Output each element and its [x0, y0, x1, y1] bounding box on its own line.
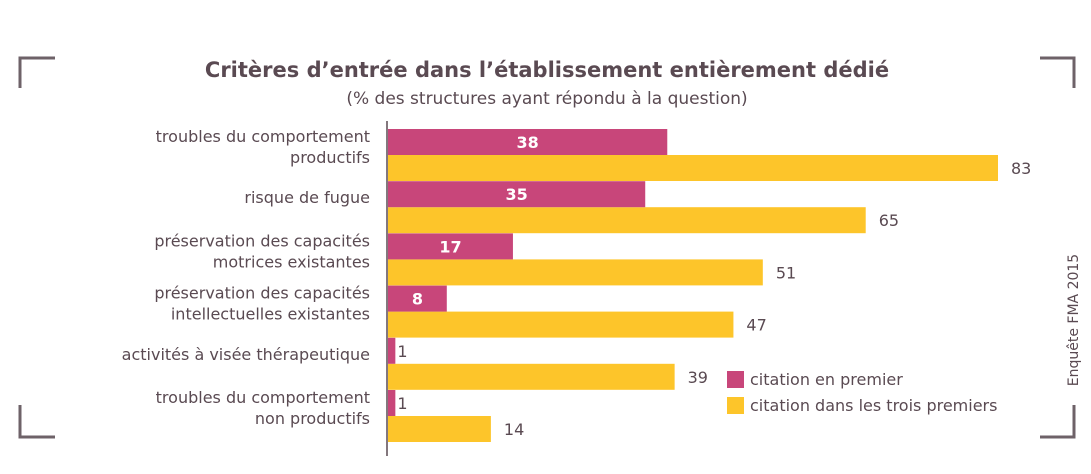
category-label-line: préservation des capacités: [154, 284, 370, 303]
bar-first: [388, 129, 668, 155]
bars-group: 83 38 65 35 51 17 47 8 39 1 14 1: [388, 129, 1031, 442]
corner-brackets: [18, 56, 1076, 439]
category-label-line: productifs: [290, 148, 370, 167]
category-label: troubles du comportement non productifs: [156, 388, 370, 428]
corner-bottom-right: [1040, 405, 1076, 439]
bar-top-three: [388, 155, 998, 181]
bar-first: [388, 337, 396, 364]
bar-first: [388, 285, 447, 312]
category-label-line: intellectuelles existantes: [171, 305, 370, 324]
corner-top-left: [18, 56, 55, 88]
category-label: activités à visée thérapeutique: [122, 345, 370, 364]
data-label-first: 8: [412, 290, 423, 309]
category-label: troubles du comportement productifs: [156, 127, 370, 167]
chart-subtitle: (% des structures ayant répondu à la que…: [346, 89, 747, 109]
category-label: préservation des capacités motrices exist…: [154, 231, 370, 271]
legend-swatch-first: [727, 371, 744, 388]
category-label: préservation des capacités intellectuelle…: [154, 284, 370, 324]
category-label-line: motrices existantes: [213, 252, 370, 271]
data-label-first: 1: [397, 394, 407, 413]
category-labels: troubles du comportement productifs risque…: [122, 127, 370, 428]
category-label-line: préservation des capacités: [154, 231, 370, 250]
bar-first: [388, 390, 396, 416]
category-label: risque de fugue: [244, 188, 370, 207]
bar-top-three: [388, 207, 866, 234]
data-label-first: 17: [439, 237, 461, 256]
data-label-top-three: 14: [504, 420, 524, 439]
bar-top-three: [388, 259, 763, 286]
corner-top-right: [1040, 56, 1076, 88]
legend-swatch-top-three: [727, 397, 744, 414]
corner-bottom-left: [18, 405, 55, 439]
legend-label-first: citation en premier: [750, 370, 903, 389]
bar-top-three: [388, 363, 675, 390]
data-label-top-three: 65: [879, 211, 899, 230]
category-label-line: troubles du comportement: [156, 127, 370, 146]
bar-top-three: [388, 416, 491, 442]
legend-label-top-three: citation dans les trois premiers: [750, 396, 997, 415]
data-label-first: 1: [397, 342, 407, 361]
bar-first: [388, 233, 513, 260]
bar-top-three: [388, 311, 734, 338]
data-label-first: 35: [505, 185, 527, 204]
bar-first: [388, 181, 646, 208]
chart-title: Critères d’entrée dans l’établissement e…: [205, 58, 889, 82]
data-label-first: 38: [517, 133, 539, 152]
legend: citation en premier citation dans les tr…: [727, 370, 997, 415]
source-note: Enquête FMA 2015: [1066, 254, 1082, 386]
category-label-line: non productifs: [255, 409, 370, 428]
category-label-line: troubles du comportement: [156, 388, 370, 407]
data-label-top-three: 47: [746, 316, 766, 335]
data-label-top-three: 51: [776, 263, 796, 282]
data-label-top-three: 39: [688, 368, 708, 387]
data-label-top-three: 83: [1011, 159, 1031, 178]
